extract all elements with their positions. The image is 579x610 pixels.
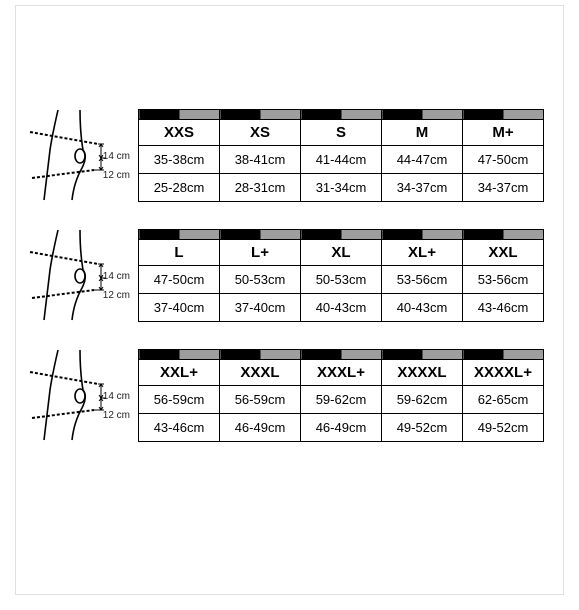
- upper-measure-cell: 50-53cm: [220, 265, 301, 293]
- lower-measure-cell: 37-40cm: [220, 293, 301, 321]
- upper-measure-cell: 47-50cm: [139, 265, 220, 293]
- lower-measure-cell: 49-52cm: [382, 413, 463, 441]
- size-block-0: 14 cm12 cmXXSXSSMM+35-38cm38-41cm41-44cm…: [0, 108, 579, 202]
- size-bar-cell: [220, 349, 301, 359]
- size-header: XL+: [382, 239, 463, 265]
- size-block-2: 14 cm12 cmXXL+XXXLXXXL+XXXXLXXXXL+56-59c…: [0, 348, 579, 442]
- leg-diagram: 14 cm12 cm: [28, 348, 118, 442]
- upper-measure-cell: 38-41cm: [220, 145, 301, 173]
- lower-measure-cell: 31-34cm: [301, 173, 382, 201]
- size-header: XXXXL+: [463, 359, 544, 385]
- lower-measure-cell: 46-49cm: [301, 413, 382, 441]
- lower-measure-cell: 34-37cm: [463, 173, 544, 201]
- knee-diagram-icon: [28, 108, 106, 202]
- lower-measure-cell: 40-43cm: [301, 293, 382, 321]
- size-bar-cell: [382, 349, 463, 359]
- leg-diagram: 14 cm12 cm: [28, 228, 118, 322]
- lower-measure-cell: 46-49cm: [220, 413, 301, 441]
- size-header: XXXL: [220, 359, 301, 385]
- size-header: XL: [301, 239, 382, 265]
- size-bar-cell: [463, 349, 544, 359]
- size-table-0: XXSXSSMM+ 35-38cm38-41cm41-44cm44-47cm47-…: [138, 109, 544, 202]
- lower-measure-cell: 37-40cm: [139, 293, 220, 321]
- knee-diagram-icon: [28, 228, 106, 322]
- size-table-2: XXL+XXXLXXXL+XXXXLXXXXL+56-59cm56-59cm59…: [138, 349, 544, 442]
- upper-measure-cell: 59-62cm: [301, 385, 382, 413]
- upper-measure-cell: 44-47cm: [382, 145, 463, 173]
- upper-measure-cell: 56-59cm: [139, 385, 220, 413]
- size-bar-cell: [139, 229, 220, 239]
- upper-measure-cell: 56-59cm: [220, 385, 301, 413]
- upper-dim-label: 14 cm: [103, 391, 130, 402]
- lower-dim-label: 12 cm: [103, 410, 130, 421]
- size-header: M: [382, 119, 463, 145]
- upper-measure-cell: 62-65cm: [463, 385, 544, 413]
- size-bar-cell: [301, 109, 382, 119]
- lower-measure-cell: 25-28cm: [139, 173, 220, 201]
- upper-dim-label: 14 cm: [103, 151, 130, 162]
- upper-measure-cell: 59-62cm: [382, 385, 463, 413]
- lower-dim-label: 12 cm: [103, 290, 130, 301]
- upper-measure-cell: 41-44cm: [301, 145, 382, 173]
- lower-dim-label: 12 cm: [103, 170, 130, 181]
- upper-measure-cell: 53-56cm: [463, 265, 544, 293]
- upper-measure-cell: 47-50cm: [463, 145, 544, 173]
- size-header: XS: [220, 119, 301, 145]
- lower-measure-cell: 43-46cm: [139, 413, 220, 441]
- size-table-1: LL+XLXL+XXL47-50cm50-53cm50-53cm53-56cm5…: [138, 229, 544, 322]
- lower-measure-cell: 34-37cm: [382, 173, 463, 201]
- upper-measure-cell: 53-56cm: [382, 265, 463, 293]
- size-header: XXL+: [139, 359, 220, 385]
- size-bar-cell: [220, 229, 301, 239]
- size-header: XXXL+: [301, 359, 382, 385]
- size-header: L: [139, 239, 220, 265]
- size-bar-cell: [139, 349, 220, 359]
- knee-diagram-icon: [28, 348, 106, 442]
- size-header: S: [301, 119, 382, 145]
- upper-measure-cell: 50-53cm: [301, 265, 382, 293]
- size-header: L+: [220, 239, 301, 265]
- size-bar-cell: [463, 109, 544, 119]
- size-header: XXL: [463, 239, 544, 265]
- upper-measure-cell: 35-38cm: [139, 145, 220, 173]
- size-bar-cell: [139, 109, 220, 119]
- size-bar-cell: [382, 229, 463, 239]
- size-bar-cell: [301, 229, 382, 239]
- size-bar-cell: [463, 229, 544, 239]
- lower-measure-cell: 49-52cm: [463, 413, 544, 441]
- size-bar-cell: [301, 349, 382, 359]
- size-header: M+: [463, 119, 544, 145]
- size-header: XXS: [139, 119, 220, 145]
- upper-dim-label: 14 cm: [103, 271, 130, 282]
- leg-diagram: 14 cm12 cm: [28, 108, 118, 202]
- size-bar-cell: [220, 109, 301, 119]
- size-bar-cell: [382, 109, 463, 119]
- lower-measure-cell: 40-43cm: [382, 293, 463, 321]
- lower-measure-cell: 28-31cm: [220, 173, 301, 201]
- size-block-1: 14 cm12 cmLL+XLXL+XXL47-50cm50-53cm50-53…: [0, 228, 579, 322]
- lower-measure-cell: 43-46cm: [463, 293, 544, 321]
- size-header: XXXXL: [382, 359, 463, 385]
